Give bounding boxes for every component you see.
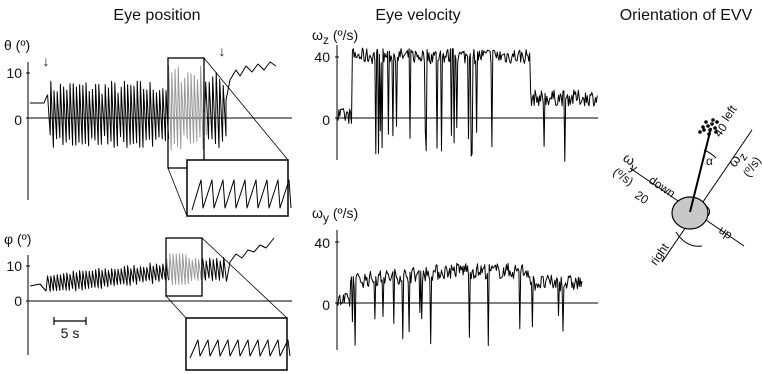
theta-inset bbox=[186, 159, 289, 217]
evv-endpoint-dot bbox=[715, 120, 719, 124]
theta-trace bbox=[30, 61, 277, 149]
dir-left-label: left bbox=[719, 102, 740, 124]
wz-trace bbox=[337, 47, 598, 162]
phi-zoom-box bbox=[165, 237, 203, 297]
evv-endpoint-dot bbox=[713, 126, 717, 130]
evv-endpoint-dot bbox=[704, 120, 708, 124]
tick-20-label: 20 bbox=[632, 188, 651, 207]
phi-axis-label: φ (º) bbox=[4, 231, 31, 247]
evv-endpoint-dot bbox=[707, 132, 711, 136]
wz-tick-40: 40 bbox=[314, 49, 330, 65]
alpha-label: α bbox=[706, 154, 713, 168]
orientation-title: Orientation of EVV bbox=[620, 7, 753, 24]
wz-panel: ωz (º/s) 40 0 bbox=[312, 27, 598, 162]
head-neck bbox=[675, 231, 703, 247]
wy-tick-40: 40 bbox=[314, 235, 330, 251]
phi-trace-highlight bbox=[165, 253, 205, 286]
evv-endpoint-dot bbox=[698, 130, 702, 134]
evv-vector bbox=[689, 127, 712, 213]
theta-arrow-start: ↓ bbox=[43, 53, 50, 69]
evv-endpoints bbox=[698, 118, 719, 136]
wy-axis-label: ωy (º/s) bbox=[312, 205, 358, 225]
wy-tick-0: 0 bbox=[322, 297, 330, 313]
tick-40-label: 40 bbox=[711, 120, 730, 139]
evv-endpoint-dot bbox=[706, 124, 710, 128]
phi-tick-10: 10 bbox=[6, 258, 22, 274]
theta-trace-highlight bbox=[167, 65, 207, 151]
phi-panel: φ (º) 10 0 5 s bbox=[4, 231, 292, 371]
evv-endpoint-dot bbox=[711, 118, 715, 122]
theta-zoom-line-right bbox=[203, 57, 289, 161]
evv-endpoint-dot bbox=[710, 122, 714, 126]
dir-down-label: down bbox=[646, 173, 678, 201]
dir-up-label: up bbox=[716, 223, 735, 242]
wz-tick-0: 0 bbox=[322, 112, 330, 128]
head-nose bbox=[705, 205, 711, 217]
wz-axis-label: ωz (º/s) bbox=[312, 27, 358, 47]
time-scalebar bbox=[53, 317, 87, 325]
phi-zoom-line-left bbox=[165, 295, 187, 319]
head-icon bbox=[671, 196, 709, 230]
theta-tick-0: 0 bbox=[14, 112, 22, 128]
theta-arrow-end: ↓ bbox=[219, 43, 226, 59]
phi-zoom-line-right bbox=[201, 237, 288, 319]
theta-zoom-line-left bbox=[167, 167, 188, 217]
eye-velocity-title: Eye velocity bbox=[375, 7, 460, 24]
evv-endpoint-dot bbox=[714, 130, 718, 134]
wy-panel: ωy (º/s) 40 0 bbox=[312, 205, 598, 350]
phi-trace bbox=[29, 237, 275, 292]
phi-inset-trace bbox=[189, 339, 291, 359]
orientation-diagram: left 40 α down 20 up right ωy (º/s) ωz (… bbox=[610, 102, 762, 268]
scalebar-label: 5 s bbox=[61, 325, 80, 341]
evv-endpoint-dot bbox=[701, 125, 705, 129]
phi-tick-0: 0 bbox=[14, 293, 22, 309]
wy-trace bbox=[337, 262, 583, 346]
theta-panel: θ (º) 10 0 ↓ ↓ bbox=[4, 37, 292, 217]
eye-position-title: Eye position bbox=[113, 7, 200, 24]
dir-right-label: right bbox=[647, 240, 672, 268]
wz-direction-axis bbox=[661, 129, 753, 263]
theta-axis-label: θ (º) bbox=[4, 37, 30, 53]
alpha-arc bbox=[703, 149, 717, 159]
theta-inset-trace bbox=[191, 179, 292, 211]
theta-zoom-box bbox=[167, 57, 205, 169]
evv-endpoint-dot bbox=[702, 128, 706, 132]
evv-endpoint-dot bbox=[708, 128, 712, 132]
theta-tick-10: 10 bbox=[6, 65, 22, 81]
